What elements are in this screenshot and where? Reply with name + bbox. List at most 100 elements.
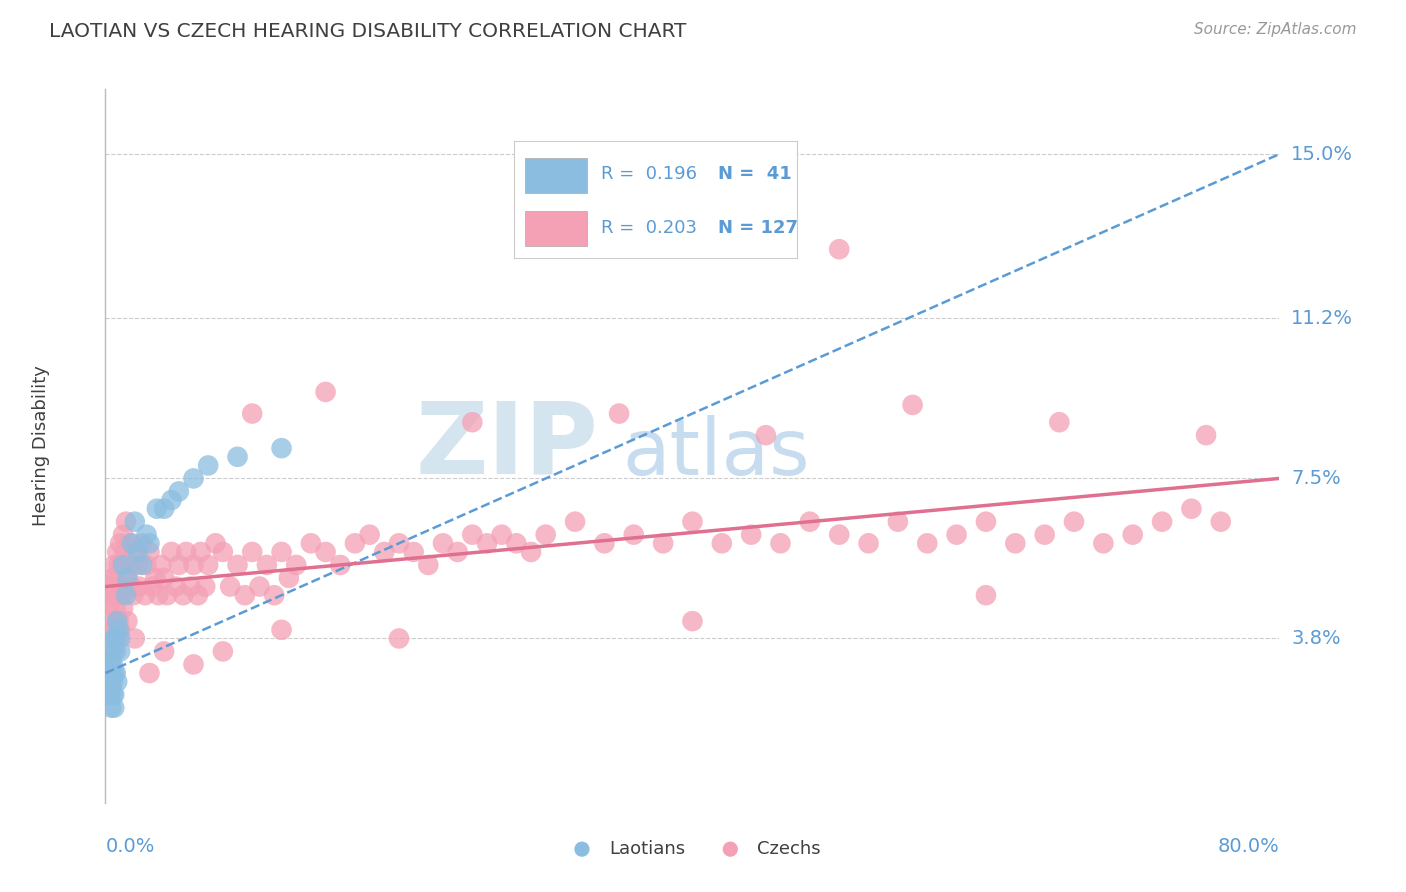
Point — [388, 536, 411, 550]
Point — [1033, 527, 1056, 541]
Point — [135, 558, 157, 572]
Point — [329, 558, 352, 572]
Point — [270, 623, 292, 637]
Point — [108, 588, 131, 602]
Point — [432, 536, 454, 550]
Point — [107, 558, 129, 572]
Point — [858, 536, 880, 550]
Point — [104, 644, 127, 658]
Point — [124, 545, 146, 559]
Point — [100, 679, 122, 693]
Point — [103, 588, 125, 602]
Point — [98, 623, 121, 637]
Point — [153, 644, 176, 658]
Point — [249, 580, 271, 594]
Point — [100, 614, 122, 628]
Point — [100, 666, 122, 681]
Point — [197, 458, 219, 473]
Point — [461, 415, 484, 429]
Point — [183, 657, 205, 672]
Point — [112, 527, 135, 541]
Point — [98, 688, 121, 702]
Point — [105, 545, 128, 559]
Point — [1092, 536, 1115, 550]
Point — [100, 700, 122, 714]
Point — [153, 571, 176, 585]
Point — [103, 632, 125, 646]
Point — [124, 515, 146, 529]
Point — [105, 674, 128, 689]
Point — [828, 527, 851, 541]
Point — [343, 536, 366, 550]
Point — [277, 571, 299, 585]
Text: N =  41: N = 41 — [717, 165, 792, 183]
Point — [104, 666, 127, 681]
Point — [103, 666, 125, 681]
Point — [148, 588, 170, 602]
Text: R =  0.203: R = 0.203 — [602, 219, 697, 236]
Point — [240, 407, 263, 421]
Point — [122, 588, 145, 602]
Point — [418, 558, 440, 572]
Point — [156, 588, 179, 602]
Point — [240, 545, 263, 559]
Point — [359, 527, 381, 541]
Point — [887, 515, 910, 529]
Point — [97, 666, 120, 681]
Point — [120, 558, 142, 572]
Point — [138, 545, 160, 559]
Point — [564, 515, 586, 529]
Bar — [524, 211, 588, 246]
Point — [682, 614, 704, 628]
Point — [103, 558, 125, 572]
Bar — [524, 158, 588, 193]
Point — [299, 536, 322, 550]
Point — [520, 545, 543, 559]
Text: Source: ZipAtlas.com: Source: ZipAtlas.com — [1194, 22, 1357, 37]
Text: Hearing Disability: Hearing Disability — [32, 366, 49, 526]
Point — [180, 580, 202, 594]
Point — [115, 515, 138, 529]
Point — [107, 614, 129, 628]
Point — [194, 580, 217, 594]
Point — [373, 545, 395, 559]
Point — [652, 536, 675, 550]
Point — [138, 666, 160, 681]
Point — [974, 515, 997, 529]
Text: ZIP: ZIP — [416, 398, 599, 494]
Point — [153, 501, 176, 516]
Point — [447, 545, 470, 559]
Point — [219, 580, 242, 594]
Point — [315, 384, 337, 399]
Point — [127, 558, 149, 572]
Point — [101, 571, 124, 585]
Point — [117, 571, 139, 585]
Point — [131, 558, 153, 572]
Point — [769, 536, 792, 550]
Point — [118, 536, 141, 550]
Point — [740, 527, 762, 541]
Point — [101, 657, 124, 672]
Legend: Laotians, Czechs: Laotians, Czechs — [557, 833, 828, 865]
Point — [167, 558, 190, 572]
Point — [1004, 536, 1026, 550]
Point — [174, 545, 197, 559]
Point — [121, 536, 143, 550]
Point — [134, 588, 156, 602]
Point — [112, 558, 135, 572]
Point — [534, 527, 557, 541]
Point — [710, 536, 733, 550]
Point — [117, 571, 139, 585]
Point — [97, 601, 120, 615]
Point — [233, 588, 256, 602]
Point — [945, 527, 967, 541]
Text: 11.2%: 11.2% — [1291, 309, 1353, 328]
Point — [1122, 527, 1144, 541]
Point — [150, 558, 173, 572]
Point — [1195, 428, 1218, 442]
Point — [623, 527, 645, 541]
Text: 3.8%: 3.8% — [1291, 629, 1341, 648]
Point — [138, 536, 160, 550]
Point — [100, 588, 122, 602]
Point — [183, 471, 205, 485]
